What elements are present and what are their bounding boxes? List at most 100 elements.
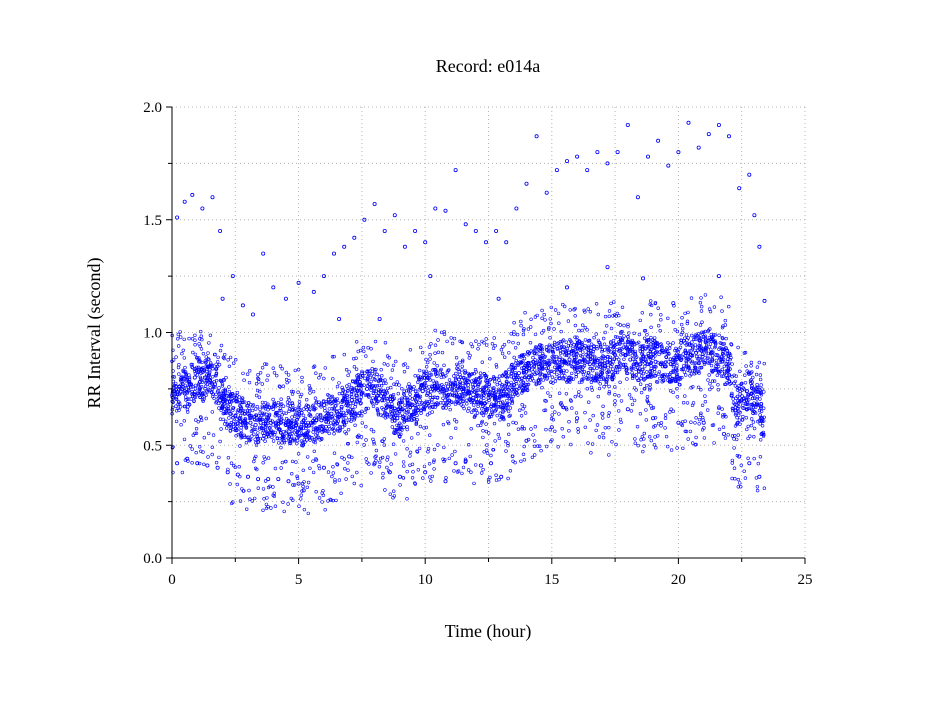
data-point	[580, 354, 584, 359]
data-point	[644, 338, 649, 342]
data-point	[392, 418, 397, 423]
data-point	[214, 362, 218, 367]
data-point	[730, 408, 735, 413]
x-tick-label: 15	[544, 572, 559, 588]
data-point	[190, 447, 194, 451]
data-point	[469, 390, 473, 395]
data-point	[371, 404, 376, 408]
data-point	[453, 376, 458, 381]
data-point	[594, 428, 598, 433]
data-point	[375, 407, 379, 411]
data-point	[291, 425, 295, 430]
data-point	[689, 386, 693, 390]
data-point	[380, 398, 384, 403]
data-point	[610, 378, 615, 382]
data-point	[331, 498, 335, 503]
data-point	[716, 370, 721, 374]
data-point	[699, 358, 703, 362]
data-point	[250, 408, 255, 413]
data-point	[295, 474, 299, 478]
data-point	[442, 332, 447, 336]
data-point	[217, 363, 222, 367]
data-point	[616, 409, 621, 413]
data-point	[352, 386, 356, 391]
data-point	[560, 427, 564, 431]
data-point	[428, 357, 432, 361]
data-point	[482, 396, 486, 400]
data-point	[389, 385, 393, 390]
data-point	[327, 431, 331, 436]
data-point	[654, 341, 658, 345]
data-point	[652, 443, 657, 447]
data-point	[492, 396, 497, 401]
data-point	[182, 356, 187, 360]
data-point	[197, 342, 201, 346]
data-point	[470, 379, 474, 383]
data-point	[522, 327, 526, 331]
data-point	[729, 342, 733, 346]
data-point	[296, 429, 300, 433]
data-point	[617, 365, 622, 369]
data-point	[193, 343, 197, 347]
data-point	[191, 384, 195, 389]
data-point	[622, 323, 626, 328]
data-point	[359, 395, 363, 399]
data-point	[760, 419, 765, 424]
data-point	[694, 435, 698, 440]
data-point	[381, 378, 385, 383]
data-point	[424, 357, 428, 362]
data-point	[491, 346, 496, 350]
data-point	[384, 403, 388, 407]
data-point	[253, 414, 257, 419]
data-point	[170, 389, 175, 393]
data-point	[549, 439, 553, 444]
data-point	[474, 376, 478, 381]
data-point	[630, 371, 634, 375]
data-point	[435, 396, 440, 400]
data-point	[752, 456, 756, 461]
data-point	[269, 506, 273, 510]
data-point	[405, 404, 409, 408]
data-point	[494, 407, 498, 412]
data-point	[327, 427, 332, 431]
data-point	[544, 366, 549, 371]
data-point	[366, 346, 370, 350]
data-point	[533, 332, 538, 337]
data-point	[228, 355, 233, 360]
data-point	[595, 344, 599, 349]
data-point	[674, 355, 678, 360]
data-point	[649, 355, 653, 359]
data-point	[287, 409, 291, 413]
data-point	[615, 365, 619, 369]
data-point	[403, 403, 407, 407]
data-point	[548, 345, 552, 349]
data-point	[469, 372, 473, 377]
data-point	[551, 351, 555, 355]
data-point	[379, 394, 383, 398]
data-point	[543, 354, 547, 359]
data-point	[463, 460, 468, 464]
data-point	[187, 397, 191, 401]
data-point	[732, 466, 737, 470]
data-point	[645, 398, 649, 402]
data-point	[368, 375, 373, 380]
data-point	[468, 454, 472, 459]
data-point	[209, 361, 213, 365]
data-point	[226, 456, 231, 460]
data-point	[659, 342, 663, 346]
data-point	[645, 383, 649, 388]
data-point	[402, 425, 406, 429]
data-point	[498, 401, 503, 405]
data-point	[514, 206, 519, 211]
data-point	[193, 383, 198, 388]
data-point	[703, 360, 707, 365]
data-point	[473, 414, 477, 419]
data-point	[305, 432, 309, 437]
data-point	[296, 367, 301, 372]
data-point	[199, 376, 203, 381]
data-point	[359, 483, 363, 488]
data-point	[349, 415, 354, 420]
data-point	[510, 362, 514, 367]
data-point	[693, 348, 697, 353]
data-point	[688, 429, 693, 434]
